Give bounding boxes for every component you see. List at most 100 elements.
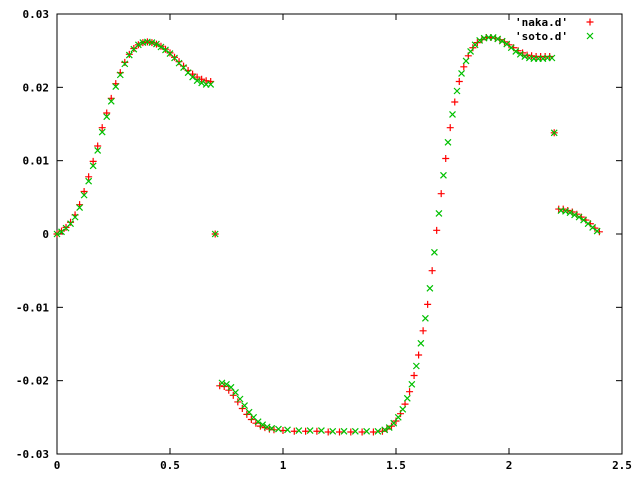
legend-label-soto: 'soto.d' xyxy=(515,30,568,43)
data-point xyxy=(94,146,102,154)
x-tick-label: 2 xyxy=(506,459,513,472)
data-point xyxy=(89,162,97,170)
data-point xyxy=(428,267,436,275)
legend-marker-soto xyxy=(586,32,594,40)
y-tick-label: -0.03 xyxy=(16,448,49,461)
series-layer xyxy=(53,33,603,436)
data-point xyxy=(421,314,429,322)
data-point xyxy=(198,79,206,87)
data-point xyxy=(241,402,249,410)
data-point xyxy=(193,77,201,85)
data-point xyxy=(313,427,321,435)
data-point xyxy=(444,138,452,146)
data-point xyxy=(476,36,484,44)
data-point xyxy=(403,394,411,402)
data-point xyxy=(80,187,88,195)
data-point xyxy=(440,171,447,179)
data-point xyxy=(121,60,129,68)
data-point xyxy=(340,427,348,435)
data-point xyxy=(550,129,558,137)
data-point xyxy=(498,37,506,45)
data-point xyxy=(575,213,583,221)
data-point xyxy=(116,71,124,79)
data-point xyxy=(571,211,578,219)
data-point xyxy=(162,46,169,54)
data-point xyxy=(236,395,244,403)
data-point xyxy=(548,54,556,62)
data-point xyxy=(390,419,398,427)
data-point xyxy=(98,128,106,136)
data-point xyxy=(451,98,459,106)
x-tick-label: 1 xyxy=(280,459,287,472)
series-naka xyxy=(53,33,603,436)
data-point xyxy=(259,421,267,429)
data-point xyxy=(211,230,219,238)
data-point xyxy=(406,388,414,396)
data-point xyxy=(455,77,463,85)
data-point xyxy=(85,173,93,181)
y-tick-label: 0.02 xyxy=(23,81,50,94)
data-point xyxy=(467,47,475,55)
data-point xyxy=(562,207,569,215)
data-point xyxy=(76,204,84,212)
data-point xyxy=(80,191,88,199)
data-point xyxy=(254,418,262,426)
data-point xyxy=(408,380,416,388)
data-point xyxy=(193,73,201,81)
legend: 'naka.d' 'soto.d' xyxy=(515,16,594,43)
x-tick-label: 0.5 xyxy=(160,459,180,472)
data-point xyxy=(53,230,61,238)
data-point xyxy=(453,87,461,95)
data-point xyxy=(180,62,188,70)
data-point xyxy=(399,405,407,413)
data-point xyxy=(268,424,276,432)
data-point xyxy=(460,63,468,71)
data-point xyxy=(516,50,524,58)
data-point xyxy=(394,413,402,421)
data-point xyxy=(589,223,597,231)
data-point xyxy=(306,427,314,434)
data-point xyxy=(489,34,497,41)
x-axis: 0 0.5 1 1.5 2 2.5 xyxy=(54,14,632,472)
data-point xyxy=(426,284,434,292)
x-tick-label: 0 xyxy=(54,459,61,472)
data-point xyxy=(295,427,303,434)
data-point xyxy=(462,57,470,65)
data-point xyxy=(85,177,93,185)
data-point xyxy=(232,388,239,396)
data-point xyxy=(430,248,438,256)
data-point xyxy=(347,428,355,436)
data-point xyxy=(435,210,443,217)
series-soto xyxy=(53,34,601,435)
data-point xyxy=(134,41,142,49)
x-tick-label: 1.5 xyxy=(386,459,406,472)
data-point xyxy=(189,73,197,81)
data-point xyxy=(458,69,465,77)
data-point xyxy=(71,213,79,221)
data-point xyxy=(503,40,511,48)
data-point xyxy=(207,80,215,88)
data-point xyxy=(263,423,271,431)
data-point xyxy=(419,327,427,335)
data-point xyxy=(351,427,359,435)
data-point xyxy=(433,226,441,234)
data-point xyxy=(374,427,382,435)
data-point xyxy=(324,428,332,436)
data-point xyxy=(223,380,230,388)
data-point xyxy=(329,427,337,435)
y-tick-label: -0.01 xyxy=(16,301,49,314)
data-point xyxy=(175,58,183,66)
data-point xyxy=(442,154,450,162)
y-tick-label: 0.03 xyxy=(23,8,50,21)
data-point xyxy=(410,372,418,380)
data-point xyxy=(381,426,389,434)
data-point xyxy=(107,97,115,105)
data-point xyxy=(521,53,529,60)
data-point xyxy=(449,111,456,118)
legend-marker-naka xyxy=(586,18,594,26)
plot-frame xyxy=(56,13,623,455)
data-point xyxy=(94,142,102,150)
data-point xyxy=(566,209,574,217)
data-point xyxy=(412,362,420,370)
legend-label-naka: 'naka.d' xyxy=(515,16,568,29)
